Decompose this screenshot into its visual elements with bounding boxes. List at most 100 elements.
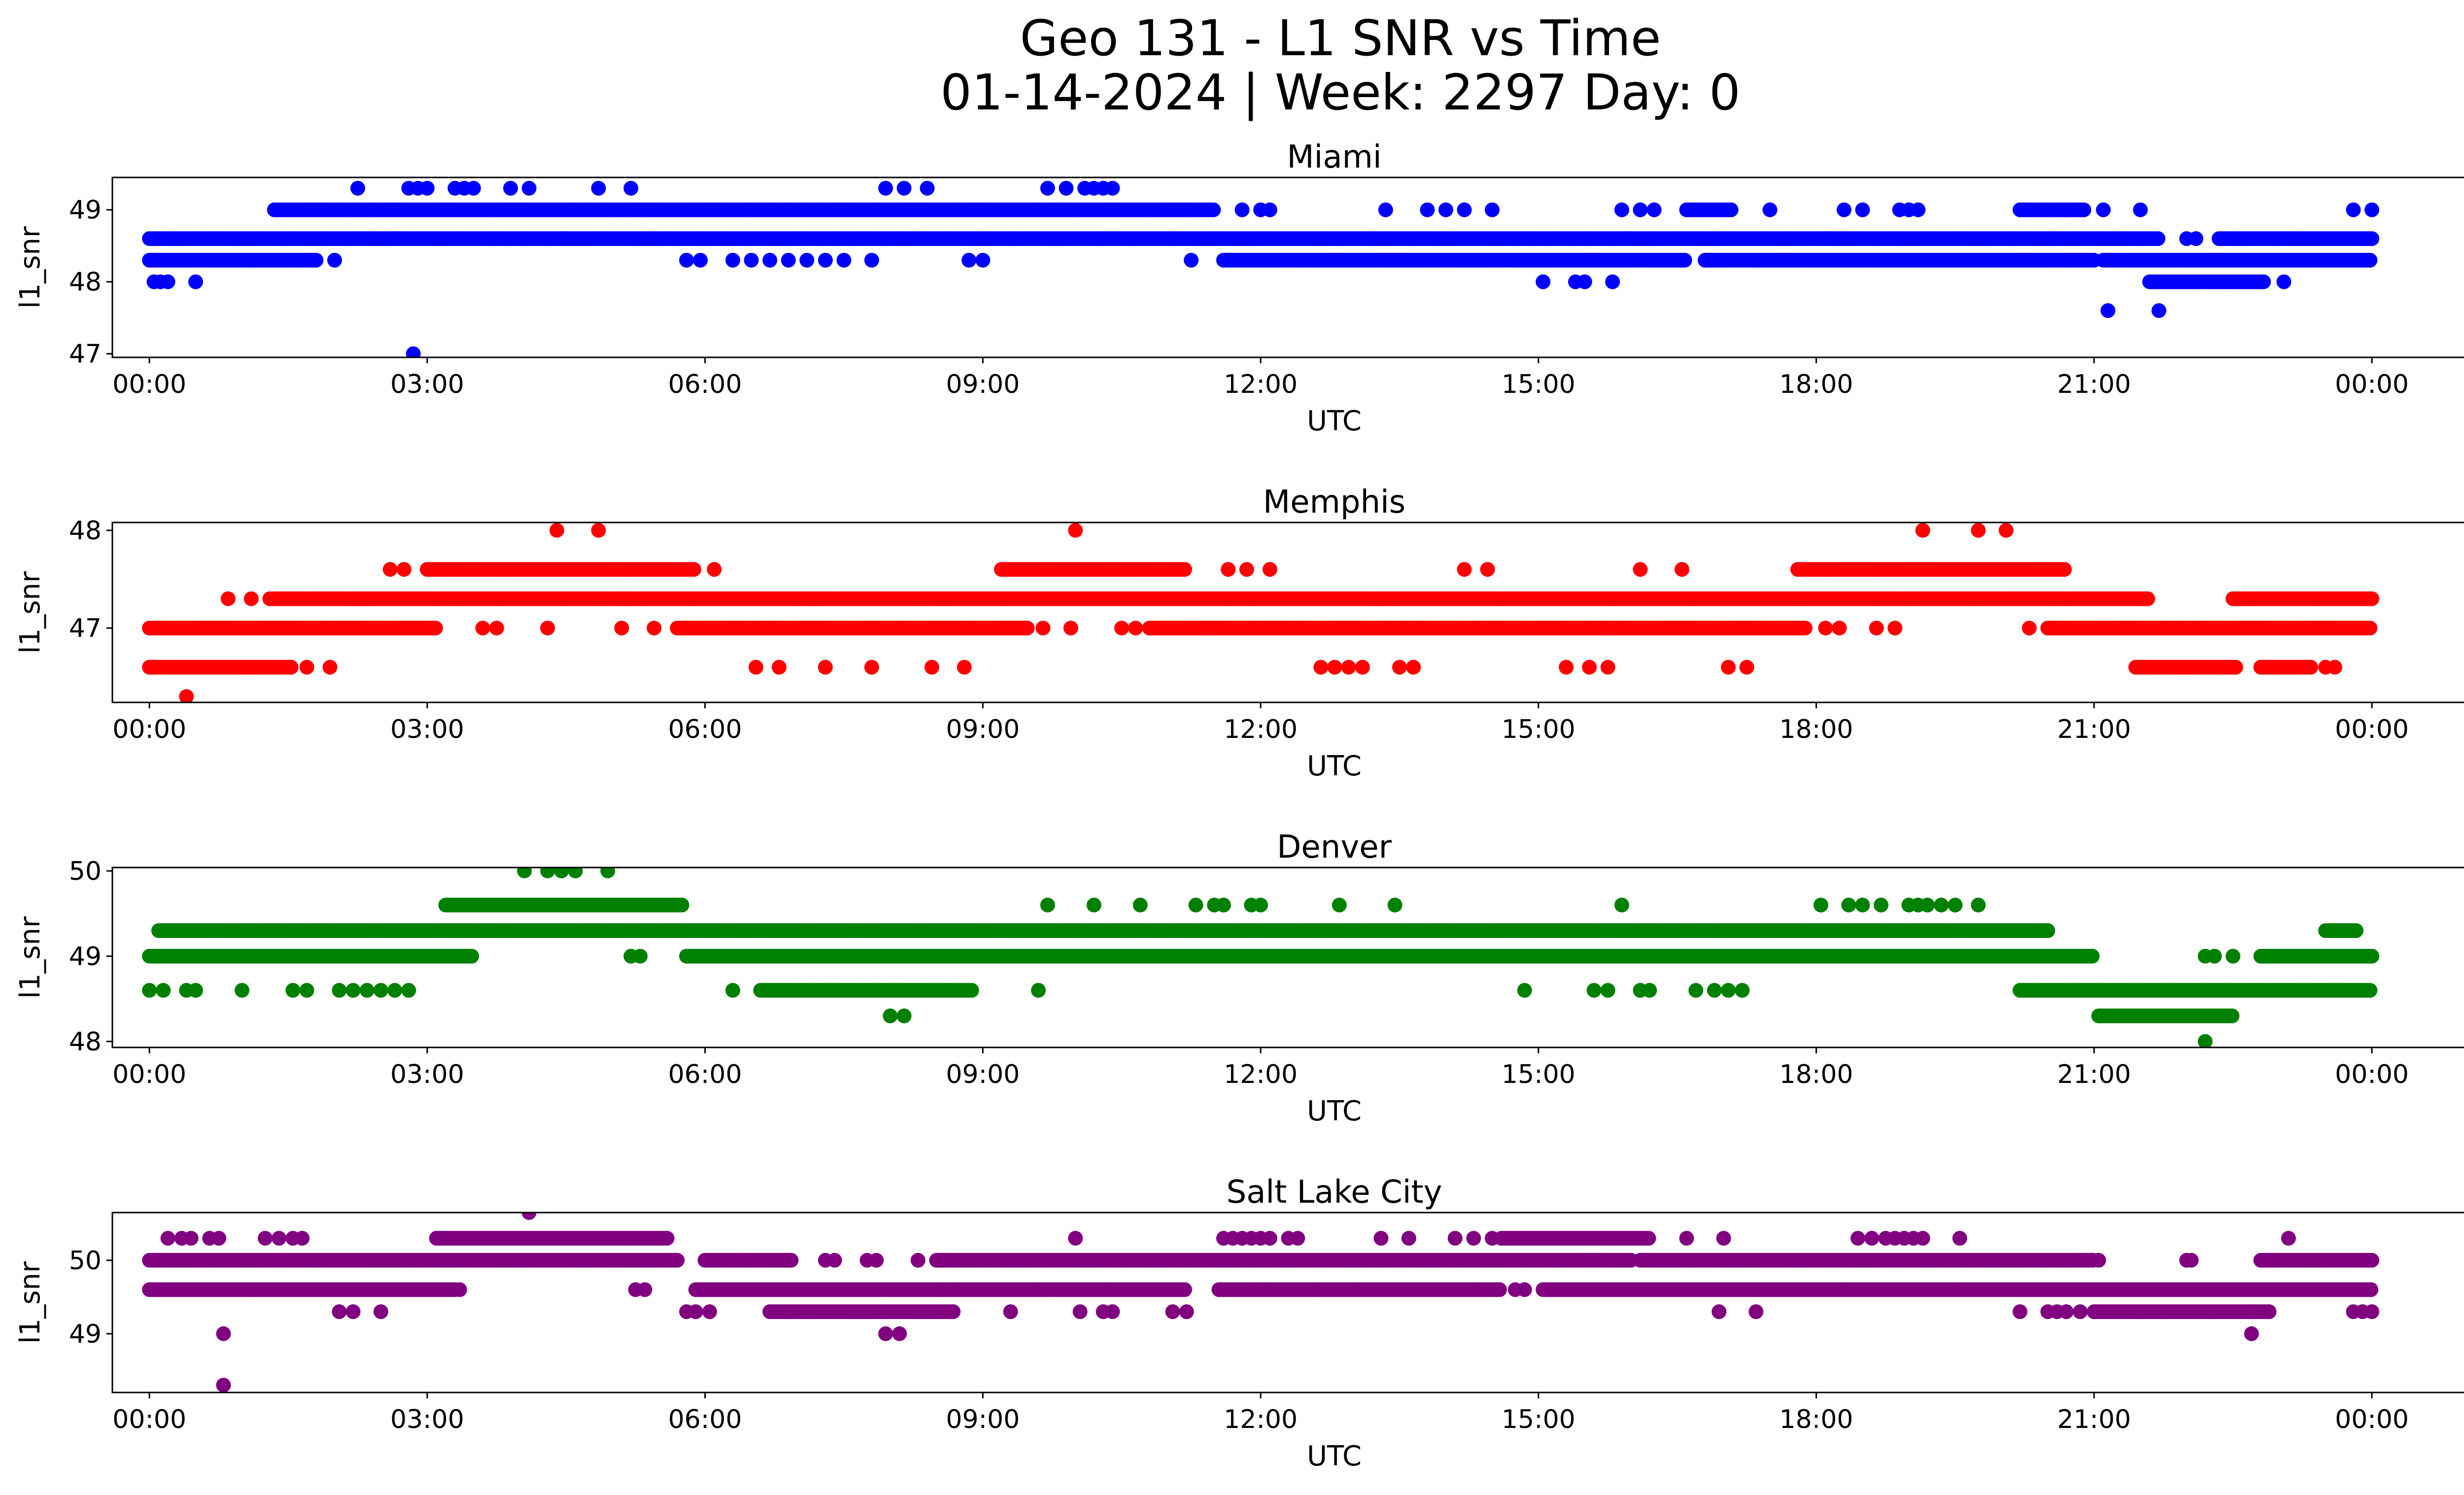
- data-point: [749, 660, 763, 675]
- data-point: [896, 180, 912, 196]
- data-point: [2349, 923, 2364, 938]
- data-point: [614, 621, 629, 636]
- data-point: [1837, 202, 1851, 217]
- y-axis-label: l1_snr: [14, 916, 46, 999]
- data-point: [243, 591, 259, 606]
- data-point: [283, 660, 299, 675]
- data-point: [957, 660, 972, 675]
- data-point: [878, 180, 893, 196]
- data-point: [1818, 621, 1833, 636]
- data-point: [1605, 274, 1620, 289]
- data-point: [1406, 660, 1421, 675]
- data-point: [1484, 202, 1500, 217]
- data-point: [1600, 660, 1615, 675]
- data-point: [1341, 660, 1356, 675]
- x-tick-label: 00:00: [2335, 370, 2409, 399]
- x-axis-label: UTC: [1307, 405, 1362, 437]
- y-tick-label: 47: [69, 340, 102, 369]
- data-point: [924, 660, 939, 675]
- data-point: [2151, 303, 2166, 318]
- axes-frame: [111, 176, 2464, 358]
- x-tick-label: 09:00: [946, 370, 1020, 399]
- data-point: [686, 562, 702, 577]
- data-point: [1633, 202, 1648, 217]
- x-tick-label: 03:00: [390, 370, 464, 399]
- data-point: [1646, 202, 1662, 217]
- x-tick-label: 15:00: [1502, 370, 1575, 399]
- data-point: [920, 180, 935, 196]
- data-point: [1068, 522, 1083, 538]
- subplot-title: Miami: [1287, 139, 1381, 175]
- data-point: [1457, 562, 1472, 577]
- data-point: [975, 252, 991, 268]
- data-point: [1721, 660, 1736, 675]
- data-point: [1177, 562, 1192, 577]
- data-point: [1869, 621, 1884, 636]
- data-point: [2362, 252, 2378, 268]
- data-point: [1480, 562, 1495, 577]
- data-point: [2100, 303, 2116, 318]
- x-tick-label: 09:00: [946, 715, 1020, 744]
- data-point: [1739, 660, 1754, 675]
- data-point: [1128, 621, 1143, 636]
- data-point: [674, 898, 689, 913]
- data-point: [2364, 591, 2380, 606]
- data-point: [2151, 231, 2165, 246]
- data-point: [1262, 562, 1277, 577]
- data-point: [1020, 621, 1035, 636]
- data-point: [2040, 923, 2055, 938]
- data-point: [382, 562, 398, 577]
- y-tick-label: 49: [69, 196, 102, 225]
- data-point: [772, 660, 787, 675]
- data-point: [1855, 202, 1870, 217]
- data-point: [1063, 621, 1078, 636]
- data-point: [1059, 180, 1074, 196]
- subplot-title: Denver: [1277, 829, 1392, 866]
- data-point: [1378, 202, 1393, 217]
- data-point: [818, 252, 833, 268]
- data-point: [1114, 621, 1129, 636]
- data-point: [540, 621, 555, 636]
- x-tick-label: 00:00: [2335, 715, 2409, 744]
- data-point: [419, 180, 435, 196]
- subplot-miami: Miami UTC l1_snr 00:00 03:00 06:00 09:00 12:…: [14, 139, 2464, 437]
- x-tick-label: 06:00: [668, 715, 742, 744]
- data-point: [1998, 522, 2014, 538]
- data-point: [2327, 660, 2342, 675]
- data-point: [2140, 591, 2156, 606]
- x-tick-label: 21:00: [2057, 370, 2131, 399]
- data-point: [308, 252, 324, 268]
- data-points: [142, 868, 2380, 1047]
- data-point: [1723, 202, 1739, 217]
- data-point: [1239, 562, 1254, 577]
- data-point: [1262, 202, 1277, 217]
- data-point: [1887, 621, 1903, 636]
- data-point: [1614, 202, 1629, 217]
- data-point: [591, 522, 606, 538]
- subplot-memphis: Memphis UTC l1_snr 00:00 03:00 06:00 09:00 1…: [14, 484, 2464, 782]
- x-axis-label: UTC: [1307, 1095, 1362, 1127]
- data-points: [142, 180, 2380, 357]
- data-point: [2133, 202, 2148, 217]
- data-point: [2362, 621, 2378, 636]
- data-point: [961, 252, 977, 268]
- data-point: [406, 346, 421, 357]
- data-point: [1915, 522, 1930, 538]
- data-point: [1677, 252, 1692, 268]
- data-point: [864, 660, 879, 675]
- data-point: [2276, 274, 2292, 289]
- data-point: [1559, 660, 1574, 675]
- data-point: [2228, 660, 2243, 675]
- data-point: [2096, 202, 2111, 217]
- data-point: [2085, 948, 2100, 964]
- data-point: [350, 180, 365, 196]
- data-point: [1206, 202, 1221, 217]
- data-point: [1577, 274, 1592, 289]
- data-point: [396, 562, 411, 577]
- data-point: [521, 180, 537, 196]
- data-point: [744, 252, 759, 268]
- data-point: [1536, 274, 1551, 289]
- data-point: [781, 252, 796, 268]
